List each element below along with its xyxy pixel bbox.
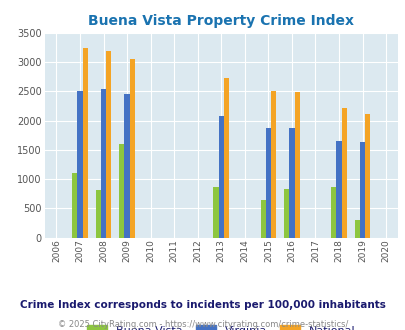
Bar: [129, 59, 134, 238]
Bar: [270, 91, 275, 238]
Bar: [341, 109, 346, 238]
Bar: [336, 141, 341, 238]
Bar: [284, 189, 289, 238]
Bar: [72, 173, 77, 238]
Bar: [82, 48, 87, 238]
Title: Buena Vista Property Crime Index: Buena Vista Property Crime Index: [88, 14, 354, 28]
Bar: [119, 144, 124, 238]
Bar: [330, 187, 336, 238]
Bar: [213, 187, 218, 238]
Bar: [106, 50, 111, 238]
Bar: [364, 114, 369, 238]
Legend: Buena Vista, Virginia, National: Buena Vista, Virginia, National: [87, 325, 355, 330]
Bar: [218, 116, 223, 238]
Bar: [124, 94, 129, 238]
Bar: [265, 128, 270, 238]
Bar: [260, 200, 265, 238]
Bar: [359, 142, 364, 238]
Bar: [354, 220, 359, 238]
Bar: [77, 91, 82, 238]
Text: © 2025 CityRating.com - https://www.cityrating.com/crime-statistics/: © 2025 CityRating.com - https://www.city…: [58, 319, 347, 329]
Bar: [96, 190, 101, 238]
Text: Crime Index corresponds to incidents per 100,000 inhabitants: Crime Index corresponds to incidents per…: [20, 300, 385, 310]
Bar: [294, 92, 299, 238]
Bar: [223, 78, 228, 238]
Bar: [289, 128, 294, 238]
Bar: [101, 89, 106, 238]
